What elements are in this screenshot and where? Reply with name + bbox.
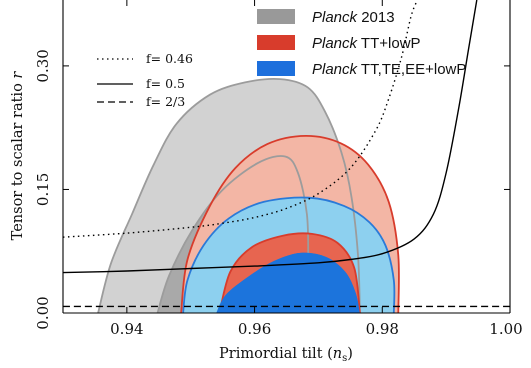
legend-swatch <box>257 61 295 76</box>
region-planck2013-68-outline <box>156 155 310 313</box>
x-tick-label: 1.00 <box>489 320 522 338</box>
model-curves <box>63 0 510 308</box>
legend-entry-label: Planck 2013 <box>312 9 395 26</box>
x-tick-label: 0.94 <box>110 320 143 338</box>
legend-swatch <box>257 35 295 50</box>
legend-curves: f= 0.46 f= 0.5 f= 2/3 <box>97 51 193 109</box>
curve-f-0-46 <box>63 0 419 238</box>
legend-swatch <box>257 9 295 24</box>
legend-curve-label: f= 0.46 <box>146 51 193 66</box>
plot-area <box>63 0 510 313</box>
x-tick-label: 0.96 <box>238 320 271 338</box>
x-tick-label: 0.98 <box>366 320 399 338</box>
axis-ticks: 0.94 0.96 0.98 1.00 0.00 0.15 0.30 <box>34 0 523 338</box>
y-tick-label: 0.15 <box>34 173 52 206</box>
legend-entry-label: Planck TT+lowP <box>312 35 421 52</box>
confidence-regions <box>97 78 400 313</box>
region-tte-95-outline <box>182 196 396 313</box>
y-tick-label: 0.30 <box>34 49 52 82</box>
y-tick-label: 0.00 <box>34 296 52 329</box>
legend-curve-label: f= 0.5 <box>146 76 185 91</box>
curve-f-0-5 <box>63 0 478 274</box>
region-tte-68-top <box>216 252 360 313</box>
region-planck2013-95-outline <box>97 78 361 313</box>
legend-datasets: Planck 2013 Planck TT+lowP Planck TT,TE,EE… <box>257 9 466 78</box>
region-tt-68-outline <box>218 232 361 313</box>
legend-curve-label: f= 2/3 <box>146 94 185 109</box>
y-axis-label: Tensor to scalar ratio r <box>10 71 26 241</box>
legend-entry-label: Planck TT,TE,EE+lowP <box>312 61 466 78</box>
region-tt-95-outline <box>180 134 400 313</box>
x-axis-label: Primordial tilt (ns) <box>219 346 353 364</box>
